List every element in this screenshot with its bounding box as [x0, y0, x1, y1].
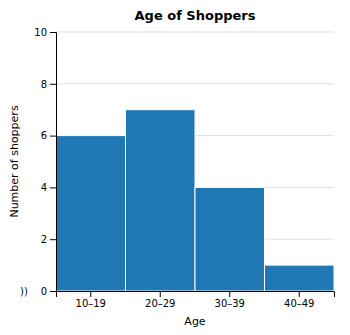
tick: 4: [41, 182, 56, 193]
tick-mark: [50, 187, 56, 188]
tick-label: 30–39: [215, 298, 245, 309]
annotation: )): [20, 286, 28, 297]
tick-label: 10: [34, 27, 47, 38]
tick-mark: [50, 136, 56, 137]
axis-line: [57, 292, 335, 298]
tick-label: 0: [41, 286, 47, 297]
tick-label: 20–29: [145, 298, 175, 309]
y-axis-title: Number of shoppers: [8, 105, 21, 217]
tick: 6: [41, 130, 56, 141]
tick-mark: [299, 291, 300, 297]
x-axis: 10–19 20–29 30–39 40–49: [57, 291, 335, 309]
tick-mark: [90, 291, 91, 297]
tick: 40–49: [284, 291, 314, 309]
x-axis-title: Age: [184, 315, 206, 328]
tick: 20–29: [145, 291, 175, 309]
bar: [195, 187, 265, 291]
tick: 10–19: [76, 291, 106, 309]
grid: [56, 32, 334, 291]
tick: 0: [41, 286, 56, 297]
bar: [56, 136, 126, 291]
bar: [126, 110, 196, 291]
plot-area: 10–19 20–29 30–39 40–49 0 2 4 6 8 10)): [20, 27, 334, 309]
tick: 2: [41, 234, 56, 245]
tick: 10: [34, 27, 56, 38]
y-axis: 0 2 4 6 8 10: [34, 27, 56, 297]
tick: 30–39: [215, 291, 245, 309]
tick-label: 10–19: [76, 298, 106, 309]
tick-label: 6: [41, 130, 47, 141]
axis-line: [50, 33, 57, 292]
tick-label: 40–49: [284, 298, 314, 309]
grid-line: [56, 83, 334, 84]
bar: [265, 265, 335, 291]
tick-label: 8: [41, 79, 47, 90]
title: Age of Shoppers: [135, 8, 256, 23]
tick-mark: [50, 291, 56, 292]
tick-mark: [160, 291, 161, 297]
chart: 10–19 20–29 30–39 40–49 0 2 4 6 8 10)) Age of Shop…: [0, 0, 350, 335]
grid-line: [56, 32, 334, 33]
tick-mark: [229, 291, 230, 297]
tick-mark: [50, 32, 56, 33]
tick: 8: [41, 79, 56, 90]
tick-label: 2: [41, 234, 47, 245]
bars: [56, 110, 334, 291]
tick-label: 4: [41, 182, 47, 193]
tick-mark: [50, 239, 56, 240]
tick-mark: [50, 84, 56, 85]
